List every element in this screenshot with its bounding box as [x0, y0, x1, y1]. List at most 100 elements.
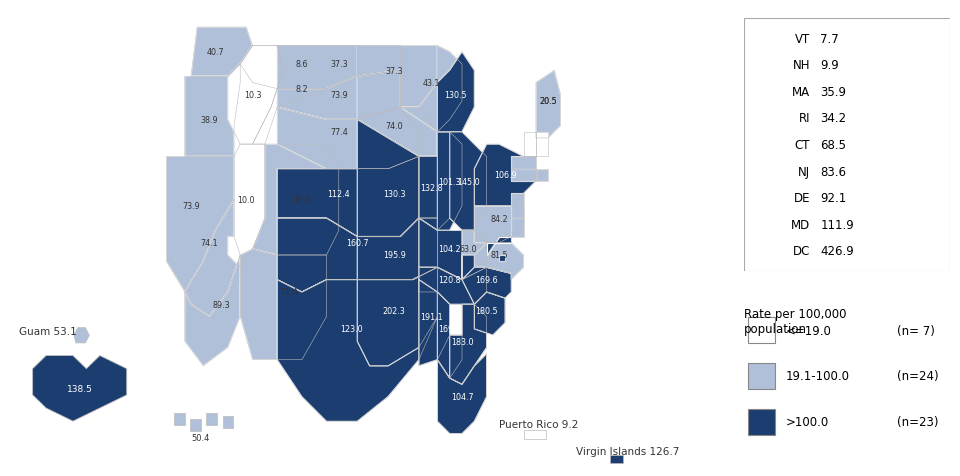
- Polygon shape: [228, 47, 283, 145]
- Polygon shape: [462, 268, 512, 305]
- Polygon shape: [449, 132, 487, 231]
- Polygon shape: [474, 292, 505, 336]
- Text: 104.7: 104.7: [450, 392, 473, 401]
- Text: 40.7: 40.7: [206, 48, 225, 57]
- Text: CT: CT: [795, 139, 810, 152]
- Text: (n=24): (n=24): [897, 369, 938, 383]
- Polygon shape: [191, 28, 252, 77]
- Text: MA: MA: [792, 86, 810, 99]
- Text: 84.2: 84.2: [491, 214, 508, 223]
- Text: 123.0: 123.0: [340, 325, 363, 334]
- Polygon shape: [357, 120, 438, 237]
- Polygon shape: [33, 356, 127, 421]
- Text: 180.5: 180.5: [475, 306, 498, 315]
- Polygon shape: [190, 419, 201, 431]
- Text: 35.9: 35.9: [821, 86, 847, 99]
- Text: 120.8: 120.8: [439, 276, 461, 285]
- Polygon shape: [474, 243, 523, 280]
- Text: 83.6: 83.6: [821, 165, 847, 178]
- Text: 38.9: 38.9: [201, 116, 218, 125]
- Text: (n=23): (n=23): [897, 415, 938, 428]
- Polygon shape: [487, 237, 512, 256]
- Polygon shape: [419, 280, 449, 366]
- Text: NH: NH: [793, 59, 810, 72]
- Text: 104.2: 104.2: [439, 245, 461, 254]
- Text: 160.7: 160.7: [346, 238, 369, 248]
- Polygon shape: [536, 169, 548, 182]
- Text: 130.3: 130.3: [383, 189, 405, 198]
- Text: 71.4: 71.4: [280, 288, 299, 297]
- Text: 191.1: 191.1: [420, 312, 443, 321]
- Polygon shape: [523, 132, 536, 157]
- Text: 145.0: 145.0: [457, 177, 479, 186]
- Polygon shape: [357, 218, 438, 280]
- Text: 9.9: 9.9: [821, 59, 839, 72]
- Polygon shape: [206, 413, 217, 425]
- Text: 73.9: 73.9: [330, 91, 348, 100]
- Text: 426.9: 426.9: [821, 245, 854, 258]
- Text: 111.9: 111.9: [821, 218, 854, 231]
- Polygon shape: [184, 256, 240, 366]
- Text: 202.3: 202.3: [383, 306, 406, 315]
- Polygon shape: [438, 52, 474, 132]
- Polygon shape: [499, 256, 505, 262]
- Polygon shape: [240, 47, 357, 89]
- Polygon shape: [536, 71, 561, 139]
- Polygon shape: [277, 268, 438, 421]
- Text: >100.0: >100.0: [785, 415, 828, 428]
- Text: 63.0: 63.0: [460, 245, 477, 254]
- Polygon shape: [400, 47, 462, 132]
- Text: Puerto Rico 9.2: Puerto Rico 9.2: [499, 420, 579, 429]
- Polygon shape: [184, 200, 240, 317]
- Text: <=19.0: <=19.0: [785, 324, 831, 337]
- Bar: [611, 455, 623, 463]
- Polygon shape: [512, 194, 523, 218]
- Text: 37.3: 37.3: [330, 60, 348, 69]
- Text: 81.5: 81.5: [491, 251, 508, 260]
- Text: 50.4: 50.4: [192, 434, 210, 442]
- Bar: [524, 430, 546, 439]
- Text: Virgin Islands 126.7: Virgin Islands 126.7: [576, 446, 680, 456]
- Text: 20.5: 20.5: [540, 97, 557, 106]
- Text: 7.7: 7.7: [821, 33, 839, 46]
- Polygon shape: [536, 132, 548, 157]
- Polygon shape: [228, 145, 265, 268]
- Polygon shape: [357, 268, 438, 366]
- Text: Guam 53.1: Guam 53.1: [19, 326, 77, 336]
- Bar: [748, 409, 775, 435]
- Text: 132.8: 132.8: [420, 183, 443, 192]
- Text: 195.9: 195.9: [383, 251, 406, 260]
- Polygon shape: [419, 132, 449, 231]
- Polygon shape: [252, 47, 357, 145]
- Polygon shape: [184, 65, 240, 157]
- Text: 20.5: 20.5: [540, 97, 557, 106]
- Text: MD: MD: [791, 218, 810, 231]
- Polygon shape: [277, 71, 400, 120]
- Polygon shape: [512, 169, 536, 182]
- Polygon shape: [419, 268, 487, 305]
- Polygon shape: [277, 157, 419, 237]
- Text: 10.3: 10.3: [244, 91, 261, 100]
- Polygon shape: [223, 416, 233, 428]
- Polygon shape: [357, 71, 438, 157]
- Polygon shape: [462, 231, 487, 280]
- Polygon shape: [252, 145, 339, 256]
- Text: 183.0: 183.0: [451, 337, 473, 346]
- Text: RI: RI: [799, 112, 810, 125]
- Polygon shape: [357, 47, 438, 108]
- Text: 37.3: 37.3: [385, 67, 403, 76]
- Polygon shape: [449, 305, 487, 385]
- Text: Rate per 100,000
population: Rate per 100,000 population: [744, 307, 847, 335]
- Polygon shape: [240, 249, 326, 360]
- Text: 47.0: 47.0: [293, 196, 311, 205]
- Text: DC: DC: [793, 245, 810, 258]
- Polygon shape: [512, 218, 523, 237]
- Polygon shape: [438, 354, 487, 434]
- Bar: [748, 317, 775, 343]
- Text: 74.0: 74.0: [385, 122, 403, 131]
- Text: 112.4: 112.4: [327, 189, 350, 198]
- Text: 43.1: 43.1: [422, 79, 440, 88]
- FancyBboxPatch shape: [744, 19, 950, 271]
- Text: NJ: NJ: [798, 165, 810, 178]
- Text: 106.9: 106.9: [493, 171, 516, 180]
